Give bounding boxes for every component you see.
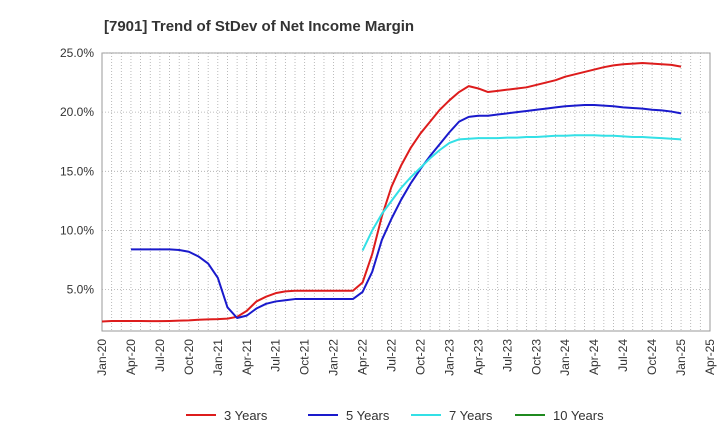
y-tick-label: 15.0% xyxy=(60,164,94,178)
x-tick-label: Oct-22 xyxy=(413,339,427,375)
y-tick-label: 25.0% xyxy=(60,46,94,60)
series-line-3-years xyxy=(101,62,682,323)
x-tick-label: Jan-24 xyxy=(558,339,572,376)
x-tick-label: Jan-22 xyxy=(327,339,341,376)
x-tick-label: Apr-22 xyxy=(356,339,370,375)
y-tick-label: 5.0% xyxy=(67,283,95,297)
x-tick-label: Oct-23 xyxy=(529,339,543,375)
y-tick-label: 10.0% xyxy=(60,223,94,237)
x-tick-label: Jul-21 xyxy=(269,339,283,372)
x-tick-label: Jul-23 xyxy=(500,339,514,372)
x-tick-label: Jan-23 xyxy=(442,339,456,376)
x-tick-label: Apr-21 xyxy=(240,339,254,375)
x-tick-label: Apr-20 xyxy=(124,339,138,375)
x-tick-label: Jan-25 xyxy=(674,339,688,376)
x-tick-label: Oct-20 xyxy=(182,339,196,375)
legend-label: 5 Years xyxy=(346,408,390,423)
legend-label: 3 Years xyxy=(224,408,268,423)
x-tick-label: Oct-21 xyxy=(298,339,312,375)
x-axis: Jan-20 Apr-20 Jul-20 Oct-20 Jan-21 Apr-21 Jul-… xyxy=(95,339,717,376)
x-tick-label: Jul-22 xyxy=(385,339,399,372)
chart-title: [7901] Trend of StDev of Net Income Marg… xyxy=(104,18,414,35)
series-line-5-years xyxy=(130,104,682,319)
y-axis: 5.0% 10.0% 15.0% 20.0% 25.0% xyxy=(60,46,94,297)
x-tick-label: Apr-24 xyxy=(587,339,601,375)
x-tick-label: Oct-24 xyxy=(645,339,659,375)
y-tick-label: 20.0% xyxy=(60,105,94,119)
x-tick-label: Jul-24 xyxy=(616,339,630,372)
x-tick-label: Apr-25 xyxy=(703,339,717,375)
series-line-7-years xyxy=(361,134,682,251)
grid-lines xyxy=(102,52,710,331)
legend: 3 Years 5 Years 7 Years 10 Years xyxy=(186,408,604,423)
legend-label: 10 Years xyxy=(553,408,604,423)
x-tick-label: Jan-20 xyxy=(95,339,109,376)
legend-label: 7 Years xyxy=(449,408,493,423)
x-tick-label: Jan-21 xyxy=(211,339,225,376)
x-tick-label: Apr-23 xyxy=(471,339,485,375)
x-tick-label: Jul-20 xyxy=(153,339,167,372)
series-lines xyxy=(101,62,682,323)
